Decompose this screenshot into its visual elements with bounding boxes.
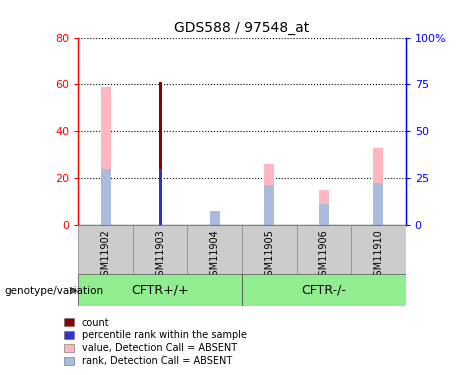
Text: CFTR-/-: CFTR-/- (301, 283, 346, 296)
Bar (78, 274, 242, 306)
Bar (265, 164, 274, 225)
Bar (210, 211, 219, 225)
Bar (242, 225, 296, 274)
Text: GSM11904: GSM11904 (210, 229, 220, 282)
Text: GSM11910: GSM11910 (373, 229, 384, 282)
Text: GSM11905: GSM11905 (264, 229, 274, 282)
Bar (265, 185, 274, 225)
Title: GDS588 / 97548_at: GDS588 / 97548_at (174, 21, 310, 35)
Bar (373, 148, 383, 225)
Bar (159, 169, 162, 225)
Text: GSM11903: GSM11903 (155, 229, 165, 282)
Text: GSM11902: GSM11902 (100, 229, 111, 282)
Bar (101, 169, 111, 225)
Text: CFTR+/+: CFTR+/+ (131, 283, 189, 296)
Bar (319, 204, 329, 225)
Bar (319, 190, 329, 225)
Bar (188, 225, 242, 274)
Bar (101, 87, 111, 225)
Bar (133, 225, 188, 274)
Text: genotype/variation: genotype/variation (5, 286, 104, 296)
Bar (159, 82, 162, 225)
Text: GSM11906: GSM11906 (319, 229, 329, 282)
Bar (242, 274, 406, 306)
Bar (351, 225, 406, 274)
Bar (373, 183, 383, 225)
Legend: count, percentile rank within the sample, value, Detection Call = ABSENT, rank, : count, percentile rank within the sample… (60, 314, 250, 370)
Bar (78, 225, 133, 274)
Bar (296, 225, 351, 274)
